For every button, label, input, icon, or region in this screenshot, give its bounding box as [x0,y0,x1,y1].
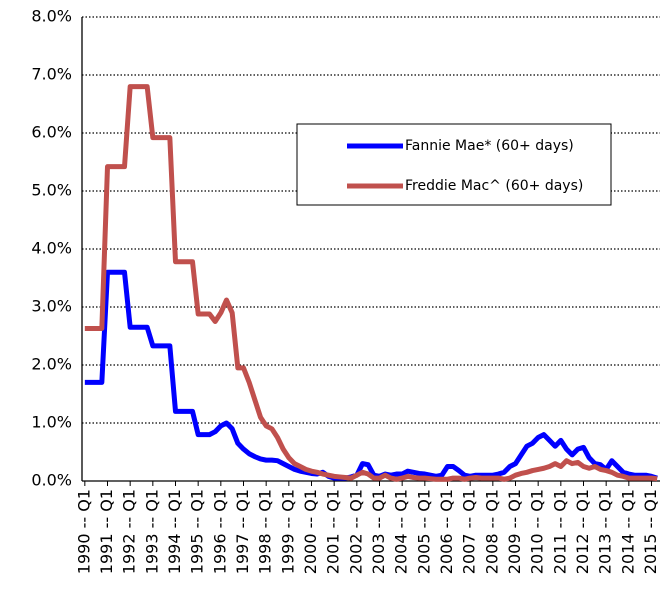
x-tick-label: 2001 -- Q1 [324,489,343,574]
x-tick-label: 1995 -- Q1 [188,489,207,574]
x-tick-label: 2003 -- Q1 [369,489,388,574]
x-tick-label: 2006 -- Q1 [437,489,456,574]
x-tick-label: 2014 -- Q1 [618,489,637,574]
x-tick-label: 2015 -- Q1 [641,489,660,574]
y-tick-label: 6.0% [31,123,72,142]
y-tick-label: 1.0% [31,413,72,432]
legend-box [296,123,612,206]
x-tick-label: 2004 -- Q1 [392,489,411,574]
x-tick-label: 2002 -- Q1 [346,489,365,574]
x-tick-label: 1998 -- Q1 [256,489,275,574]
y-tick-label: 7.0% [31,65,72,84]
x-tick-label: 1999 -- Q1 [278,489,297,574]
x-tick-label: 1992 -- Q1 [120,489,139,574]
x-tick-label: 1997 -- Q1 [233,489,252,574]
legend-label: Fannie Mae* (60+ days) [405,138,574,154]
x-tick-label: 2010 -- Q1 [528,489,547,574]
y-tick-label: 4.0% [31,239,72,258]
series-line [84,269,658,481]
x-tick-label: 2005 -- Q1 [414,489,433,574]
y-tick-label: 0.0% [31,471,72,490]
y-tick-label: 2.0% [31,355,72,374]
x-tick-label: 2007 -- Q1 [460,489,479,574]
y-tick-label: 3.0% [31,297,72,316]
x-tick-label: 2008 -- Q1 [482,489,501,574]
y-tick-label: 8.0% [31,7,72,26]
legend-label: Freddie Mac^ (60+ days) [405,178,583,194]
x-tick-label: 2013 -- Q1 [596,489,615,574]
x-tick-label: 1990 -- Q1 [74,489,93,574]
series-line [84,84,658,482]
y-tick-label: 5.0% [31,181,72,200]
x-tick-label: 2012 -- Q1 [573,489,592,574]
x-tick-label: 1991 -- Q1 [97,489,116,574]
x-tick-label: 1993 -- Q1 [142,489,161,574]
x-tick-label: 2000 -- Q1 [301,489,320,574]
x-tick-label: 1996 -- Q1 [210,489,229,574]
x-tick-label: 2011 -- Q1 [550,489,569,574]
x-tick-label: 1994 -- Q1 [165,489,184,574]
x-tick-label: 2009 -- Q1 [505,489,524,574]
